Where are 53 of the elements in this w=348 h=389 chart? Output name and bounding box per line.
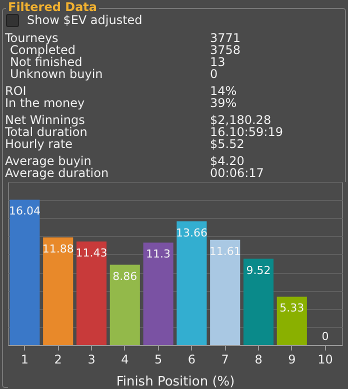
text: 3758 bbox=[210, 43, 241, 57]
text: 14% bbox=[210, 84, 237, 98]
data-label: 11.43 bbox=[76, 246, 108, 260]
text: ROI bbox=[5, 84, 26, 98]
bar bbox=[110, 264, 140, 345]
bar bbox=[276, 296, 307, 345]
x-tick-label: 7 bbox=[221, 352, 229, 366]
bar bbox=[210, 240, 240, 345]
x-tick-label: 4 bbox=[121, 352, 129, 366]
text: Total duration bbox=[5, 125, 88, 139]
text: 16.10:59:19 bbox=[210, 125, 283, 139]
text: 13 bbox=[210, 55, 226, 69]
x-tick-label: 2 bbox=[54, 352, 62, 366]
data-label: 16.04 bbox=[8, 204, 40, 218]
text: 0 bbox=[210, 67, 218, 81]
bar bbox=[176, 221, 207, 345]
text: 39% bbox=[210, 96, 237, 110]
data-label: 9.52 bbox=[246, 264, 271, 277]
text: Not finished bbox=[10, 55, 82, 69]
x-tick-label: 9 bbox=[288, 352, 296, 366]
text: $5.52 bbox=[210, 137, 244, 151]
x-tick-label: 8 bbox=[254, 352, 262, 366]
bar bbox=[10, 200, 40, 345]
data-label: 11.3 bbox=[146, 248, 171, 261]
text: Hourly rate bbox=[5, 137, 73, 151]
x-tick-label: 6 bbox=[188, 352, 196, 366]
x-tick-label: 1 bbox=[20, 352, 29, 366]
text: $2,180.28 bbox=[210, 113, 272, 127]
text: 3771 bbox=[210, 31, 241, 45]
text: Average buyin bbox=[5, 154, 92, 168]
data-label: 13.66 bbox=[176, 226, 208, 240]
text: Net Winnings bbox=[5, 113, 85, 127]
text: In the money bbox=[5, 96, 85, 110]
bar bbox=[243, 258, 274, 345]
x-tick-label: 3 bbox=[88, 352, 96, 366]
x-tick-label: 5 bbox=[154, 352, 162, 366]
text: Completed bbox=[10, 43, 76, 57]
text: Tourneys bbox=[5, 31, 58, 45]
text: Unknown buyin bbox=[10, 67, 103, 81]
bar bbox=[76, 241, 107, 345]
bar bbox=[43, 237, 74, 345]
bar bbox=[143, 242, 174, 345]
data-label: 5.33 bbox=[280, 302, 304, 315]
chart-title: Filtered Data bbox=[6, 0, 100, 14]
x-axis-title: Finish Position (%) bbox=[116, 374, 235, 389]
text: Average duration bbox=[5, 166, 109, 180]
data-label: 11.61 bbox=[209, 244, 241, 258]
text: $4.20 bbox=[210, 154, 244, 168]
x-tick-label: 10 bbox=[318, 352, 333, 366]
data-label: 0 bbox=[322, 330, 329, 343]
data-label: 8.86 bbox=[112, 270, 138, 283]
text: Show $EV adjusted bbox=[27, 13, 142, 27]
text: 00:06:17 bbox=[210, 166, 264, 180]
